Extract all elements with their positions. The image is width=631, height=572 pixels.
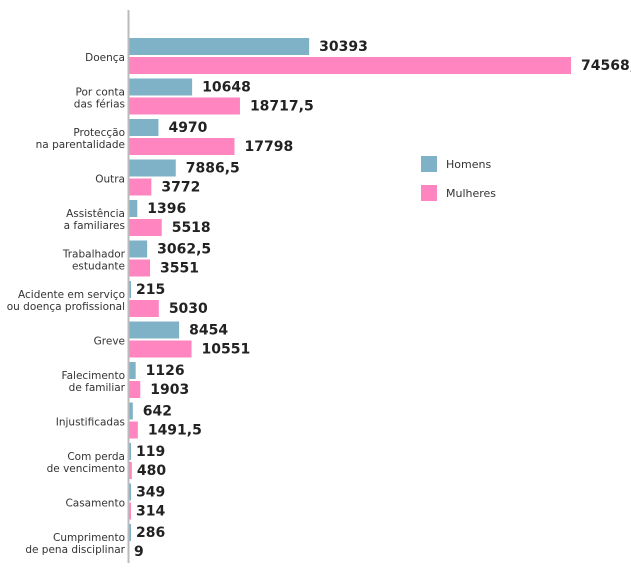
legend-swatch-homens — [421, 156, 437, 172]
bar-homens — [129, 240, 148, 258]
data-label: 4970 — [168, 120, 207, 136]
category-label: Acidente em serviço — [18, 289, 125, 301]
category-label: de pena disciplinar — [25, 544, 125, 556]
legend-label: Homens — [446, 158, 491, 171]
data-label: 215 — [136, 282, 165, 298]
category-label: Com perda — [67, 451, 125, 463]
bar-mulheres — [129, 340, 192, 358]
data-label: 1396 — [147, 201, 186, 217]
data-label: 10551 — [202, 342, 251, 358]
bar-mulheres — [129, 259, 151, 277]
data-label: 5518 — [172, 220, 211, 236]
bar-homens — [129, 362, 136, 379]
bar-mulheres — [129, 178, 152, 196]
category-label: Outra — [95, 174, 125, 186]
category-label: Protecção — [73, 127, 125, 139]
category-label: de familiar — [69, 382, 126, 394]
bar-homens — [129, 524, 131, 541]
category-label: de vencimento — [47, 463, 125, 475]
data-label: 3772 — [161, 180, 200, 196]
bar-homens — [129, 281, 131, 298]
data-label: 642 — [143, 404, 172, 420]
category-label: a familiares — [64, 220, 125, 232]
data-label: 480 — [137, 463, 166, 479]
data-label: 9 — [134, 544, 144, 560]
category-label: na parentalidade — [36, 139, 125, 151]
data-label: 1903 — [150, 382, 189, 398]
data-label: 74568,5 — [581, 58, 631, 74]
category-label: das férias — [74, 99, 125, 111]
bar-mulheres — [129, 381, 141, 398]
bar-homens — [129, 443, 131, 460]
bar-homens — [129, 483, 132, 501]
data-label: 1126 — [146, 363, 185, 379]
data-label: 30393 — [319, 39, 368, 55]
category-label: Por conta — [76, 87, 125, 99]
data-label: 18717,5 — [250, 99, 314, 115]
bar-homens — [129, 78, 193, 96]
bar-mulheres — [129, 57, 571, 74]
data-label: 3062,5 — [157, 242, 211, 258]
data-label: 119 — [136, 444, 165, 460]
data-label: 3551 — [160, 261, 199, 277]
category-label: Cumprimento — [53, 532, 125, 544]
category-label: Casamento — [65, 498, 125, 510]
legend-swatch-mulheres — [421, 185, 437, 201]
category-label: Trabalhador — [62, 249, 126, 261]
bar-mulheres — [129, 462, 132, 479]
bar-homens — [129, 38, 310, 55]
data-label: 286 — [136, 525, 165, 541]
bar-mulheres — [129, 300, 159, 317]
data-label: 10648 — [202, 80, 251, 96]
data-label: 8454 — [189, 323, 228, 339]
category-label: Falecimento — [62, 370, 125, 382]
category-label: Assistência — [66, 208, 125, 220]
bar-homens — [129, 200, 138, 217]
bar-mulheres — [129, 97, 240, 115]
bar-homens — [129, 119, 159, 136]
data-label: 314 — [136, 504, 165, 520]
bar-mulheres — [129, 219, 162, 236]
data-label: 5030 — [169, 301, 208, 317]
bar-homens — [129, 321, 180, 339]
bar-homens — [129, 159, 176, 177]
bar-homens — [129, 402, 133, 420]
category-label: estudante — [72, 261, 125, 273]
bar-mulheres — [129, 502, 131, 520]
data-label: 349 — [136, 485, 165, 501]
category-label: ou doença profissional — [7, 301, 125, 313]
category-label: Doença — [85, 52, 125, 64]
category-label: Greve — [94, 336, 125, 348]
data-label: 1491,5 — [148, 423, 202, 439]
category-label: Injustificadas — [56, 417, 125, 429]
data-label: 17798 — [244, 139, 293, 155]
bar-mulheres — [129, 138, 235, 155]
bar-mulheres — [129, 421, 138, 439]
legend-label: Mulheres — [446, 187, 496, 200]
data-label: 7886,5 — [186, 161, 240, 177]
